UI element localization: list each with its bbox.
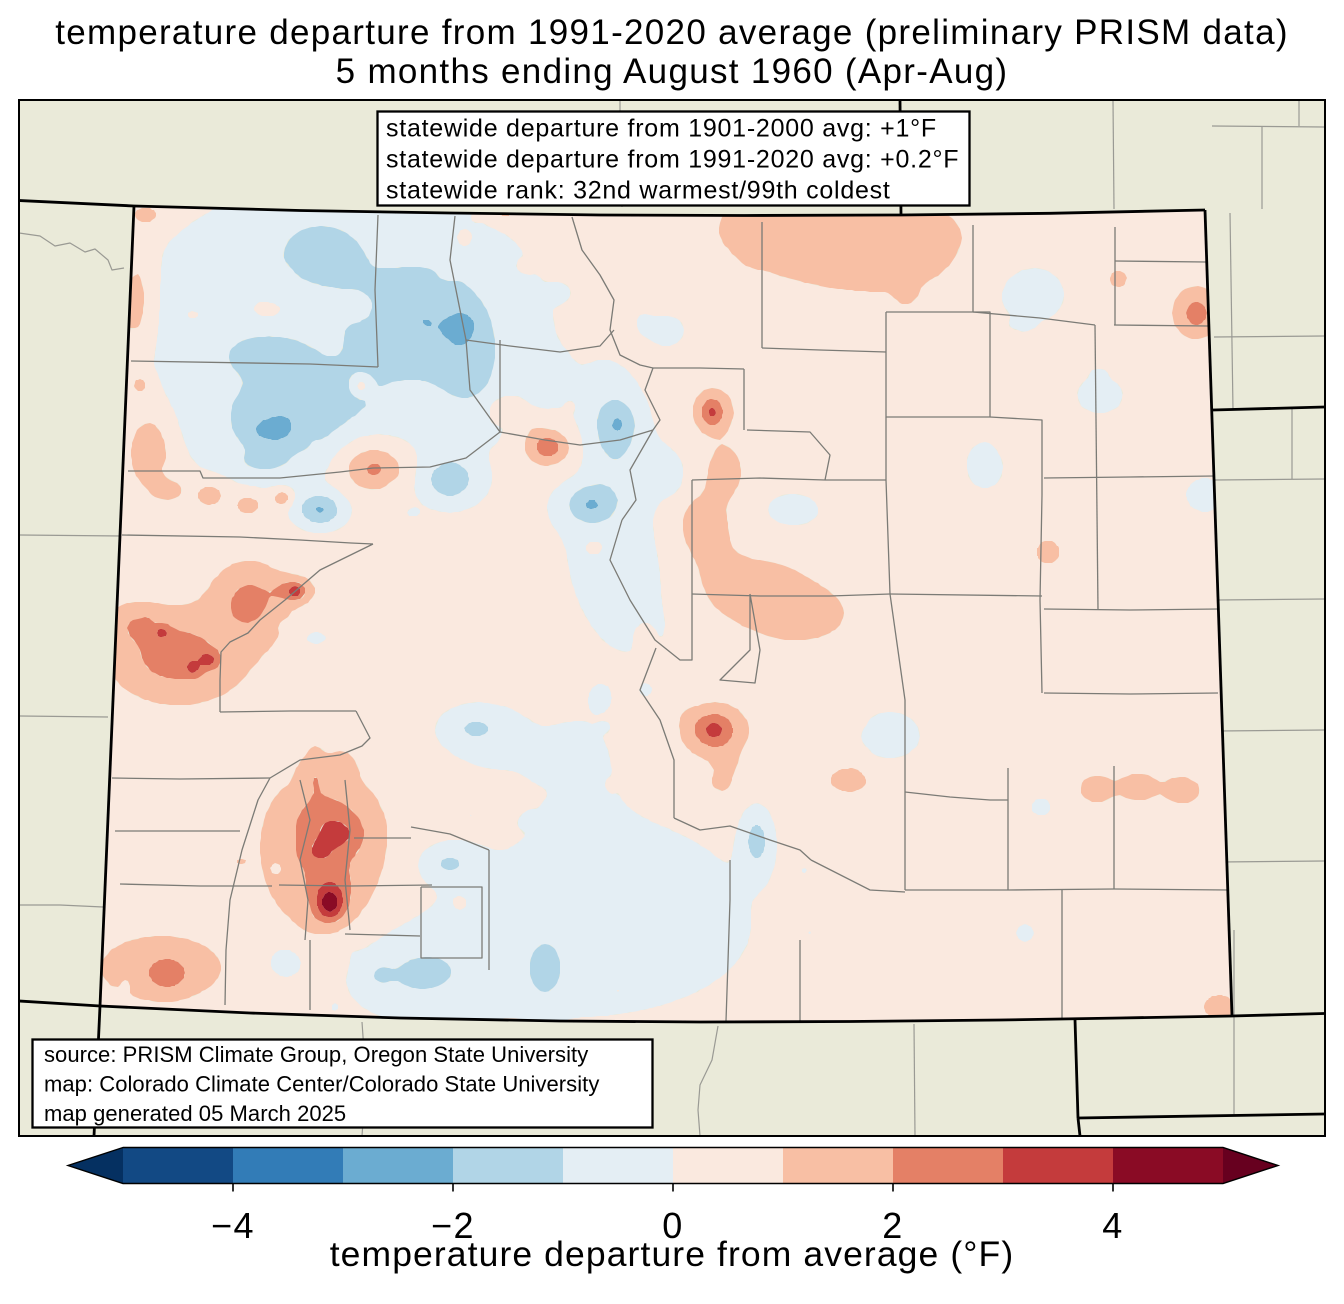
- svg-text:−2: −2: [431, 1205, 475, 1246]
- svg-text:statewide rank: 32nd warmest/9: statewide rank: 32nd warmest/99th coldes…: [386, 177, 891, 205]
- svg-text:statewide departure from 1991-: statewide departure from 1991-2020 avg: …: [386, 146, 959, 174]
- svg-text:5 months ending August 1960 (A: 5 months ending August 1960 (Apr-Aug): [336, 52, 1009, 91]
- svg-text:map: Colorado Climate Center/C: map: Colorado Climate Center/Colorado St…: [44, 1072, 599, 1097]
- svg-text:source: PRISM Climate Group, O: source: PRISM Climate Group, Oregon Stat…: [44, 1042, 588, 1067]
- svg-text:−4: −4: [211, 1205, 255, 1246]
- svg-text:4: 4: [1102, 1205, 1124, 1246]
- svg-text:temperature departure from ave: temperature departure from average (°F): [330, 1234, 1015, 1274]
- svg-text:statewide departure from 1901-: statewide departure from 1901-2000 avg: …: [386, 115, 937, 143]
- svg-text:2: 2: [882, 1205, 904, 1246]
- svg-text:temperature departure from 199: temperature departure from 1991-2020 ave…: [55, 13, 1289, 52]
- svg-text:map generated 05 March 2025: map generated 05 March 2025: [44, 1101, 346, 1126]
- svg-text:0: 0: [662, 1205, 684, 1246]
